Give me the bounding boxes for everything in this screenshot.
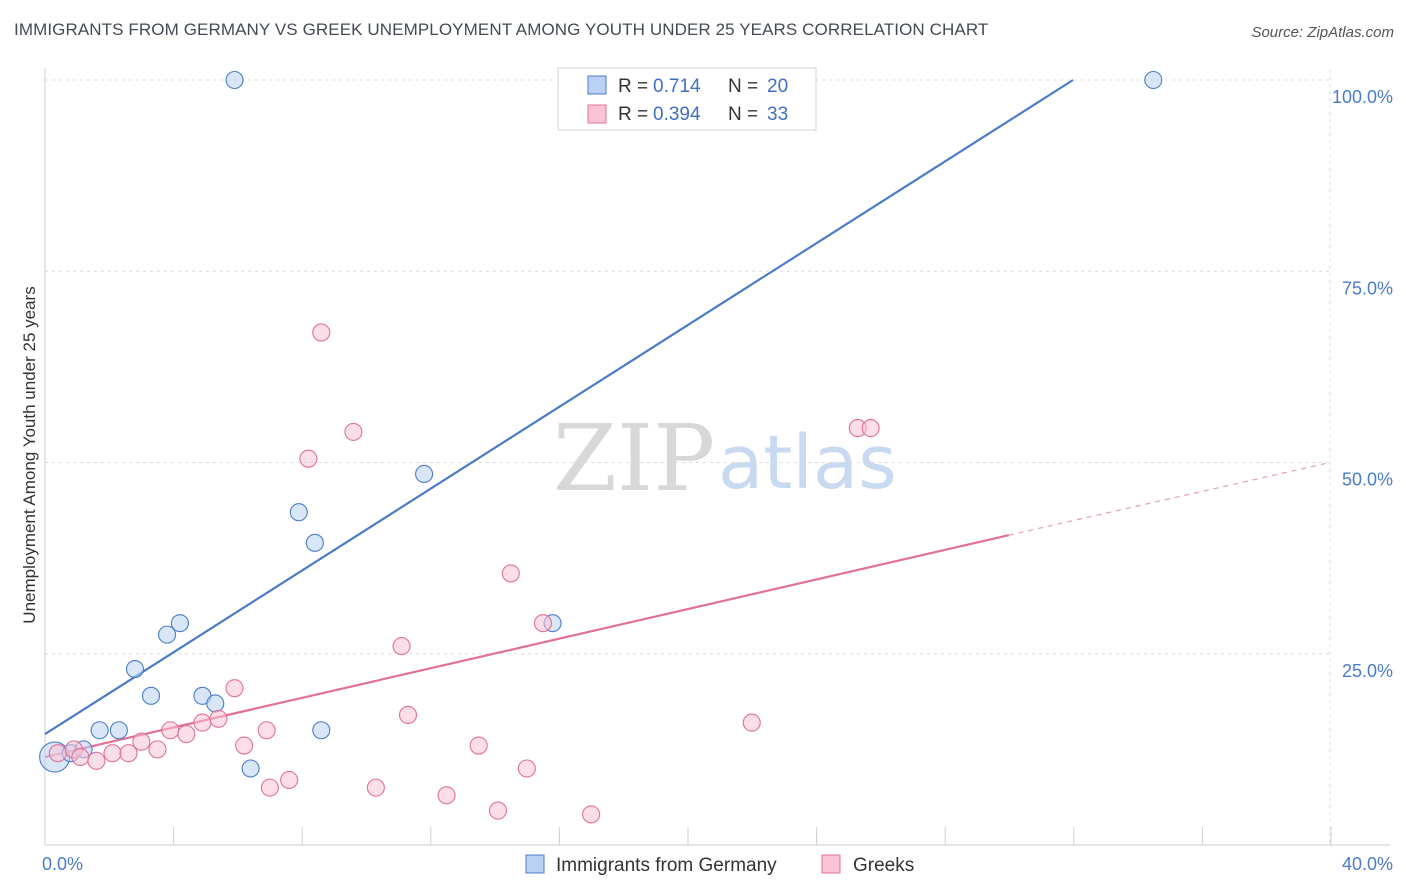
point-1-8: [161, 721, 180, 740]
y-tick-label-2: 75.0%: [1342, 278, 1393, 298]
point-1-10: [193, 713, 212, 732]
source-label: Source: ZipAtlas.com: [1251, 24, 1394, 41]
y-tick-label-0: 25.0%: [1342, 661, 1393, 681]
point-0-10: [206, 694, 225, 713]
legend-n-value-germany: 20: [767, 76, 788, 97]
tick-labels: 25.0% 50.0% 75.0% 100.0% 0.0% 40.0%: [42, 87, 1393, 874]
point-1-4: [103, 744, 122, 763]
point-0-12: [241, 759, 260, 778]
point-1-13: [235, 736, 254, 755]
legend-bottom-swatch-greeks: [821, 854, 841, 874]
point-1-6: [132, 732, 151, 751]
stats-legend: R = 0.714 N = 20 R = 0.394 N = 33: [557, 67, 817, 131]
point-1-19: [344, 422, 363, 441]
legend-r-label-germany: R =: [618, 76, 648, 97]
point-1-32: [861, 419, 880, 438]
point-1-21: [392, 637, 411, 656]
point-0-4: [109, 721, 128, 740]
point-1-12: [225, 679, 244, 698]
x-tick-label-0: 0.0%: [42, 854, 83, 874]
point-0-19: [1144, 70, 1163, 90]
point-1-22: [398, 705, 418, 725]
point-0-5: [125, 659, 144, 679]
x-tick-label-1: 40.0%: [1342, 854, 1393, 874]
point-1-0: [48, 744, 67, 763]
legend-label-greeks: Greeks: [853, 855, 914, 876]
point-1-9: [177, 725, 196, 744]
watermark: ZIP atlas: [553, 405, 897, 512]
point-1-17: [299, 449, 318, 468]
point-1-23: [437, 786, 456, 805]
series-legend: Immigrants from Germany Greeks: [525, 854, 914, 876]
axes: [44, 68, 1390, 846]
legend-swatch-germany: [587, 75, 607, 95]
point-1-27: [517, 759, 536, 778]
point-1-14: [257, 721, 276, 740]
legend-n-label-germany: N =: [728, 76, 758, 97]
point-0-13: [289, 503, 308, 522]
point-0-16: [415, 464, 434, 484]
trend-line-ext-1: [1008, 461, 1331, 536]
legend-label-germany: Immigrants from Germany: [556, 855, 777, 876]
data-points: [39, 70, 1163, 824]
point-1-24: [469, 736, 488, 755]
point-1-26: [501, 564, 520, 583]
point-1-28: [533, 614, 552, 633]
point-1-11: [209, 709, 228, 728]
point-0-15: [312, 721, 331, 740]
legend-r-value-greeks: 0.394: [653, 104, 701, 125]
watermark-zip: ZIP: [553, 405, 715, 512]
gridlines: [45, 70, 1331, 845]
point-1-25: [488, 801, 508, 820]
legend-n-value-greeks: 33: [767, 104, 788, 125]
y-tick-label-1: 50.0%: [1342, 470, 1393, 490]
legend-r-value-germany: 0.714: [653, 76, 701, 97]
point-1-15: [260, 778, 279, 797]
point-1-29: [582, 805, 601, 824]
legend-r-label-greeks: R =: [618, 104, 648, 125]
point-0-8: [170, 614, 189, 633]
y-axis-title: Unemployment Among Youth under 25 years: [20, 286, 39, 623]
chart-title: IMMIGRANTS FROM GERMANY VS GREEK UNEMPLO…: [14, 20, 989, 39]
trend-line-0: [44, 79, 1074, 736]
point-1-7: [148, 740, 167, 759]
point-1-3: [87, 751, 106, 770]
point-0-6: [141, 686, 161, 705]
point-0-7: [158, 625, 177, 644]
point-1-18: [312, 323, 331, 342]
point-0-14: [305, 533, 324, 552]
y-tick-label-3: 100.0%: [1332, 87, 1393, 107]
point-1-30: [742, 713, 761, 732]
point-0-11: [225, 70, 244, 90]
legend-swatch-greeks: [587, 104, 607, 124]
point-1-16: [280, 770, 299, 790]
legend-n-label-greeks: N =: [728, 104, 758, 125]
point-1-20: [366, 778, 385, 797]
point-1-5: [119, 744, 138, 763]
legend-bottom-swatch-germany: [525, 854, 545, 874]
point-0-3: [90, 721, 109, 740]
point-1-2: [71, 747, 90, 767]
trend-line-1: [44, 534, 1009, 759]
